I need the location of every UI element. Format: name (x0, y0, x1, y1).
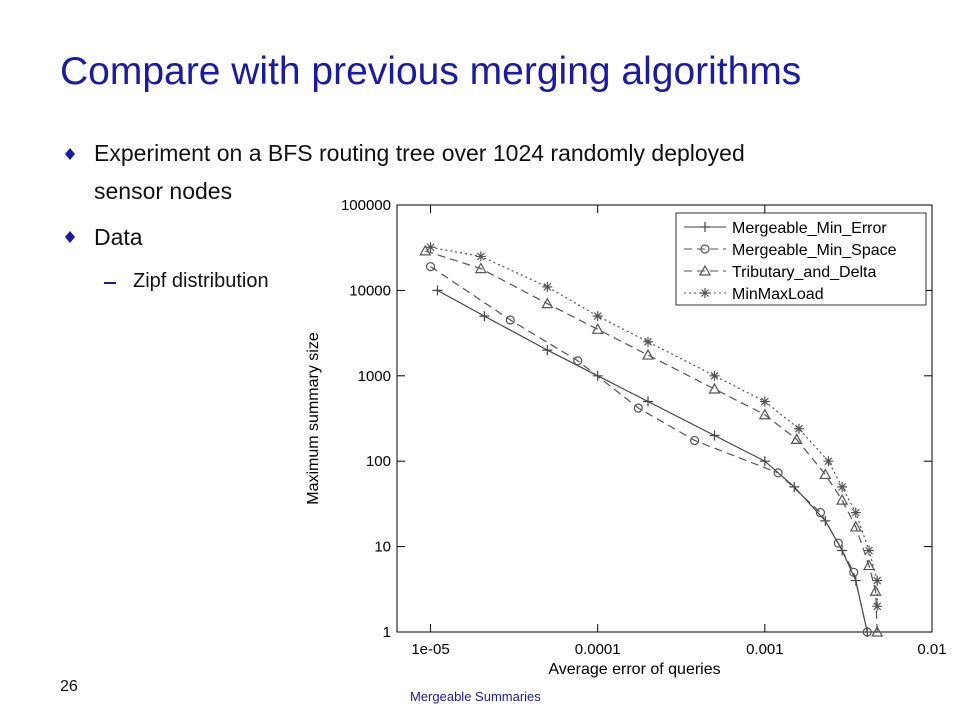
marker (850, 507, 861, 518)
y-tick-label: 10 (374, 539, 391, 556)
legend-marker (700, 222, 710, 232)
plot-frame (396, 204, 933, 633)
y-tick-label: 100 (366, 453, 391, 470)
page-number: 26 (60, 678, 78, 695)
sub-bullet-text: Zipf distribution (133, 270, 269, 292)
marker (872, 575, 883, 586)
marker (836, 493, 849, 505)
marker (758, 408, 771, 420)
marker (425, 261, 436, 272)
legend-label: Mergeable_Min_Space (732, 242, 897, 259)
bullet-text: Data (94, 224, 143, 250)
marker (709, 370, 720, 381)
slide-title: Compare with previous merging algorithms (60, 50, 802, 93)
marker (479, 311, 490, 322)
y-tick-label: 1000 (358, 368, 391, 385)
series-line (425, 250, 878, 633)
marker (862, 627, 872, 637)
marker (474, 262, 487, 274)
bullet-text: Experiment on a BFS routing tree over 10… (94, 140, 745, 166)
marker (425, 242, 436, 253)
marker (849, 567, 859, 577)
y-axis-label: Maximum summary size (305, 332, 322, 505)
marker (541, 297, 554, 309)
marker (690, 435, 700, 446)
x-tick-label: 0.01 (917, 641, 946, 658)
marker (573, 356, 583, 366)
legend-label: Tributary_and_Delta (732, 264, 876, 281)
marker (823, 456, 834, 467)
marker (819, 468, 832, 480)
marker (790, 433, 803, 444)
bullet-text: sensor nodes (94, 178, 233, 204)
legend-marker (700, 288, 710, 298)
marker (643, 396, 654, 407)
marker (591, 323, 604, 334)
marker (432, 285, 443, 296)
legend-label: Mergeable_Min_Error (732, 220, 887, 237)
marker (641, 348, 655, 360)
x-tick-label: 0.0001 (575, 641, 621, 658)
marker (773, 468, 783, 478)
legend-marker (700, 244, 710, 254)
marker (862, 627, 873, 637)
marker (643, 336, 654, 347)
marker (871, 625, 884, 637)
marker (592, 311, 603, 322)
marker (793, 423, 804, 434)
marker (849, 520, 862, 532)
marker (815, 508, 826, 518)
marker (869, 585, 882, 596)
marker (872, 601, 883, 612)
marker (633, 403, 643, 413)
legend-marker (698, 264, 712, 276)
footer: Mergeable Summaries (410, 689, 541, 704)
marker (789, 481, 800, 492)
marker (475, 251, 486, 262)
marker (542, 281, 553, 292)
x-tick-label: 1e-05 (411, 641, 449, 658)
marker (759, 396, 770, 407)
legend-label: MinMaxLoad (732, 286, 824, 303)
marker (708, 382, 721, 394)
y-tick-label: 100000 (341, 197, 391, 214)
marker (542, 345, 553, 356)
x-axis-label: Average error of queries (548, 661, 720, 678)
marker (709, 430, 720, 441)
series-line (430, 266, 868, 633)
marker (759, 456, 770, 467)
y-tick-label: 10000 (349, 282, 391, 299)
marker (863, 559, 876, 571)
marker (864, 545, 875, 556)
x-tick-label: 0.001 (746, 641, 784, 658)
marker (850, 575, 861, 586)
legend-box (675, 212, 927, 306)
marker (505, 315, 515, 325)
y-tick-label: 1 (383, 624, 391, 641)
marker (837, 481, 848, 492)
marker (833, 538, 843, 548)
